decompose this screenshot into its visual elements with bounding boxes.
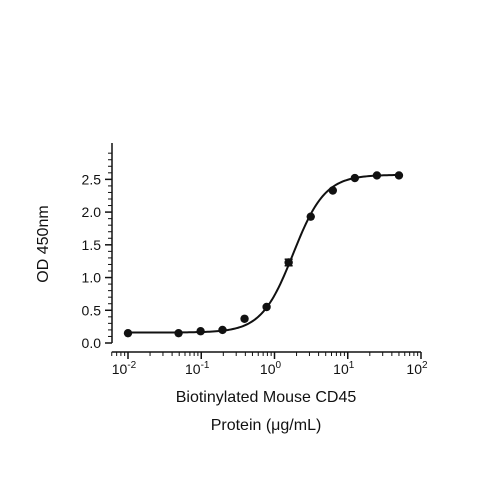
data-point — [123, 328, 133, 338]
x-tick-label: 101 — [333, 360, 355, 377]
x-tick-label: 102 — [406, 360, 428, 377]
data-points — [123, 171, 404, 338]
y-tick-label: 0.0 — [82, 335, 102, 351]
data-point — [262, 302, 271, 312]
data-point — [372, 171, 382, 180]
data-point — [306, 212, 315, 221]
x-tick-label: 100 — [260, 360, 282, 377]
data-point — [196, 327, 205, 336]
y-tick-label: 1.5 — [82, 237, 102, 253]
x-ticks: 10-2 10-1 100 101 102 — [111, 352, 428, 377]
data-point — [240, 314, 249, 323]
x-tick-label: 10-2 — [112, 360, 137, 377]
y-tick-label: 0.5 — [82, 302, 102, 318]
data-point — [394, 171, 404, 180]
data-point — [218, 325, 227, 335]
x-tick-label: 10-1 — [185, 360, 210, 377]
data-point — [174, 328, 183, 338]
y-ticks: 0.0 0.5 1.0 1.5 2.0 2.5 — [82, 152, 112, 351]
data-point — [328, 186, 337, 195]
data-point — [350, 173, 360, 183]
y-axis-title: OD 450nm — [35, 205, 52, 282]
x-axis-title-line-1: Biotinylated Mouse CD45 — [176, 389, 357, 406]
x-axis-title-line-2: Protein (μg/mL) — [211, 417, 322, 434]
y-tick-label: 1.0 — [82, 270, 102, 286]
y-tick-label: 2.5 — [82, 171, 102, 187]
y-tick-label: 2.0 — [82, 204, 102, 220]
data-point — [284, 258, 293, 267]
